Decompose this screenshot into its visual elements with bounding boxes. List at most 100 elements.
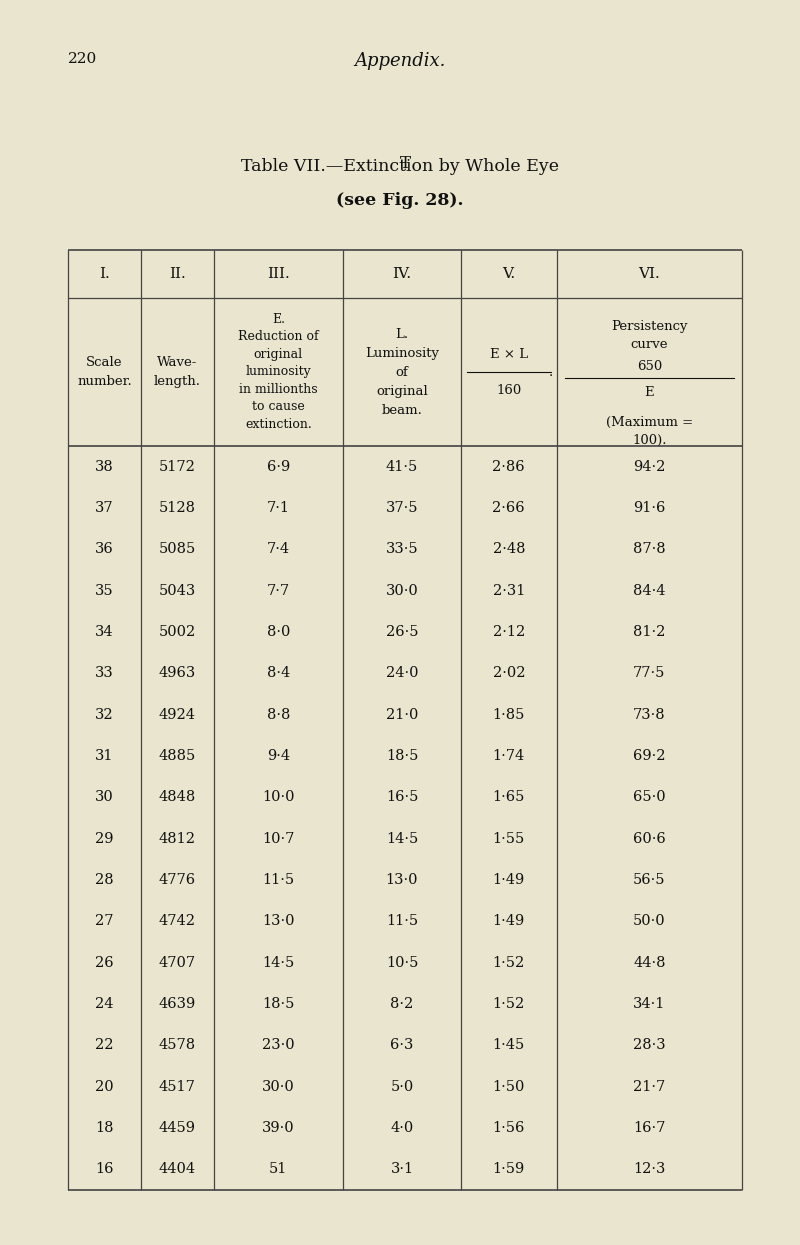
- Text: 24·0: 24·0: [386, 666, 418, 680]
- Text: 1·49: 1·49: [493, 914, 525, 929]
- Text: 34: 34: [95, 625, 114, 639]
- Text: 1·85: 1·85: [493, 707, 525, 722]
- Text: IV.: IV.: [393, 266, 411, 281]
- Text: 16: 16: [95, 1163, 114, 1177]
- Text: 81·2: 81·2: [633, 625, 666, 639]
- Text: 13·0: 13·0: [262, 914, 294, 929]
- Text: E: E: [645, 386, 654, 398]
- Text: III.: III.: [267, 266, 290, 281]
- Text: 1·56: 1·56: [493, 1120, 525, 1135]
- Text: 3·1: 3·1: [390, 1163, 414, 1177]
- Text: 2·86: 2·86: [493, 459, 525, 473]
- Text: Appendix.: Appendix.: [354, 52, 446, 70]
- Text: 20: 20: [95, 1079, 114, 1093]
- Text: 21·0: 21·0: [386, 707, 418, 722]
- Text: 33·5: 33·5: [386, 543, 418, 557]
- Text: 5172: 5172: [158, 459, 196, 473]
- Text: 27: 27: [95, 914, 114, 929]
- Text: 22: 22: [95, 1038, 114, 1052]
- Text: 16·5: 16·5: [386, 791, 418, 804]
- Text: 18·5: 18·5: [262, 997, 294, 1011]
- Text: 37·5: 37·5: [386, 500, 418, 515]
- Text: 1·52: 1·52: [493, 997, 525, 1011]
- Text: 30·0: 30·0: [262, 1079, 294, 1093]
- Text: Table VII.—Extinction by Whole Eye: Table VII.—Extinction by Whole Eye: [241, 158, 559, 176]
- Text: 160: 160: [496, 383, 522, 396]
- Text: T: T: [400, 154, 411, 172]
- Text: 8·4: 8·4: [266, 666, 290, 680]
- Text: 10·0: 10·0: [262, 791, 294, 804]
- Text: 2·48: 2·48: [493, 543, 525, 557]
- Text: 2·66: 2·66: [493, 500, 525, 515]
- Text: 6·3: 6·3: [390, 1038, 414, 1052]
- Text: 50·0: 50·0: [633, 914, 666, 929]
- Text: 41·5: 41·5: [386, 459, 418, 473]
- Text: Persistency
curve: Persistency curve: [611, 320, 687, 351]
- Text: 35: 35: [95, 584, 114, 598]
- Text: 39·0: 39·0: [262, 1120, 294, 1135]
- Text: 32: 32: [95, 707, 114, 722]
- Text: E.
Reduction of
original
luminosity
in millionths
to cause
extinction.: E. Reduction of original luminosity in m…: [238, 312, 318, 431]
- Text: 10·5: 10·5: [386, 956, 418, 970]
- Text: 1·65: 1·65: [493, 791, 525, 804]
- Text: 4707: 4707: [158, 956, 196, 970]
- Text: L.
Luminosity
of
original
beam.: L. Luminosity of original beam.: [365, 327, 439, 417]
- Text: 10·7: 10·7: [262, 832, 294, 845]
- Text: 8·8: 8·8: [266, 707, 290, 722]
- Text: II.: II.: [169, 266, 186, 281]
- Text: 5·0: 5·0: [390, 1079, 414, 1093]
- Text: 2·02: 2·02: [493, 666, 525, 680]
- Text: 4517: 4517: [158, 1079, 196, 1093]
- Text: 56·5: 56·5: [633, 873, 666, 886]
- Text: 12·3: 12·3: [633, 1163, 666, 1177]
- Text: 16·7: 16·7: [633, 1120, 666, 1135]
- Text: (Maximum =
100).: (Maximum = 100).: [606, 416, 693, 447]
- Text: 4404: 4404: [158, 1163, 196, 1177]
- Text: 7·4: 7·4: [266, 543, 290, 557]
- Text: 91·6: 91·6: [633, 500, 666, 515]
- Text: 37: 37: [95, 500, 114, 515]
- Text: 36: 36: [95, 543, 114, 557]
- Text: 65·0: 65·0: [633, 791, 666, 804]
- Text: 21·7: 21·7: [634, 1079, 666, 1093]
- Text: 8·0: 8·0: [266, 625, 290, 639]
- Text: VI.: VI.: [638, 266, 660, 281]
- Text: 14·5: 14·5: [386, 832, 418, 845]
- Text: 650: 650: [637, 360, 662, 372]
- Text: 28: 28: [95, 873, 114, 886]
- Text: 7·1: 7·1: [266, 500, 290, 515]
- Text: 7·7: 7·7: [266, 584, 290, 598]
- Text: 24: 24: [95, 997, 114, 1011]
- Text: 4639: 4639: [158, 997, 196, 1011]
- Text: 5128: 5128: [158, 500, 196, 515]
- Text: 4776: 4776: [158, 873, 196, 886]
- Text: 23·0: 23·0: [262, 1038, 294, 1052]
- Text: 51: 51: [269, 1163, 287, 1177]
- Text: 1·59: 1·59: [493, 1163, 525, 1177]
- Text: 5085: 5085: [158, 543, 196, 557]
- Text: Scale
number.: Scale number.: [77, 356, 132, 388]
- Text: 4812: 4812: [158, 832, 196, 845]
- Text: 26·5: 26·5: [386, 625, 418, 639]
- Text: 30·0: 30·0: [386, 584, 418, 598]
- Text: 4·0: 4·0: [390, 1120, 414, 1135]
- Text: 14·5: 14·5: [262, 956, 294, 970]
- Text: 29: 29: [95, 832, 114, 845]
- Text: 4578: 4578: [158, 1038, 196, 1052]
- Text: 87·8: 87·8: [633, 543, 666, 557]
- Text: 4742: 4742: [158, 914, 196, 929]
- Text: 60·6: 60·6: [633, 832, 666, 845]
- Text: 33: 33: [95, 666, 114, 680]
- Text: Wave-
length.: Wave- length.: [154, 356, 201, 388]
- Text: 30: 30: [95, 791, 114, 804]
- Text: 31: 31: [95, 749, 114, 763]
- Text: 13·0: 13·0: [386, 873, 418, 886]
- Text: 1·49: 1·49: [493, 873, 525, 886]
- Text: (see ​Fig.​ 28).: (see ​Fig.​ 28).: [336, 192, 464, 209]
- Text: 4885: 4885: [158, 749, 196, 763]
- Text: 77·5: 77·5: [633, 666, 666, 680]
- Text: 38: 38: [95, 459, 114, 473]
- Text: 8·2: 8·2: [390, 997, 414, 1011]
- Text: 1·52: 1·52: [493, 956, 525, 970]
- Text: 1·74: 1·74: [493, 749, 525, 763]
